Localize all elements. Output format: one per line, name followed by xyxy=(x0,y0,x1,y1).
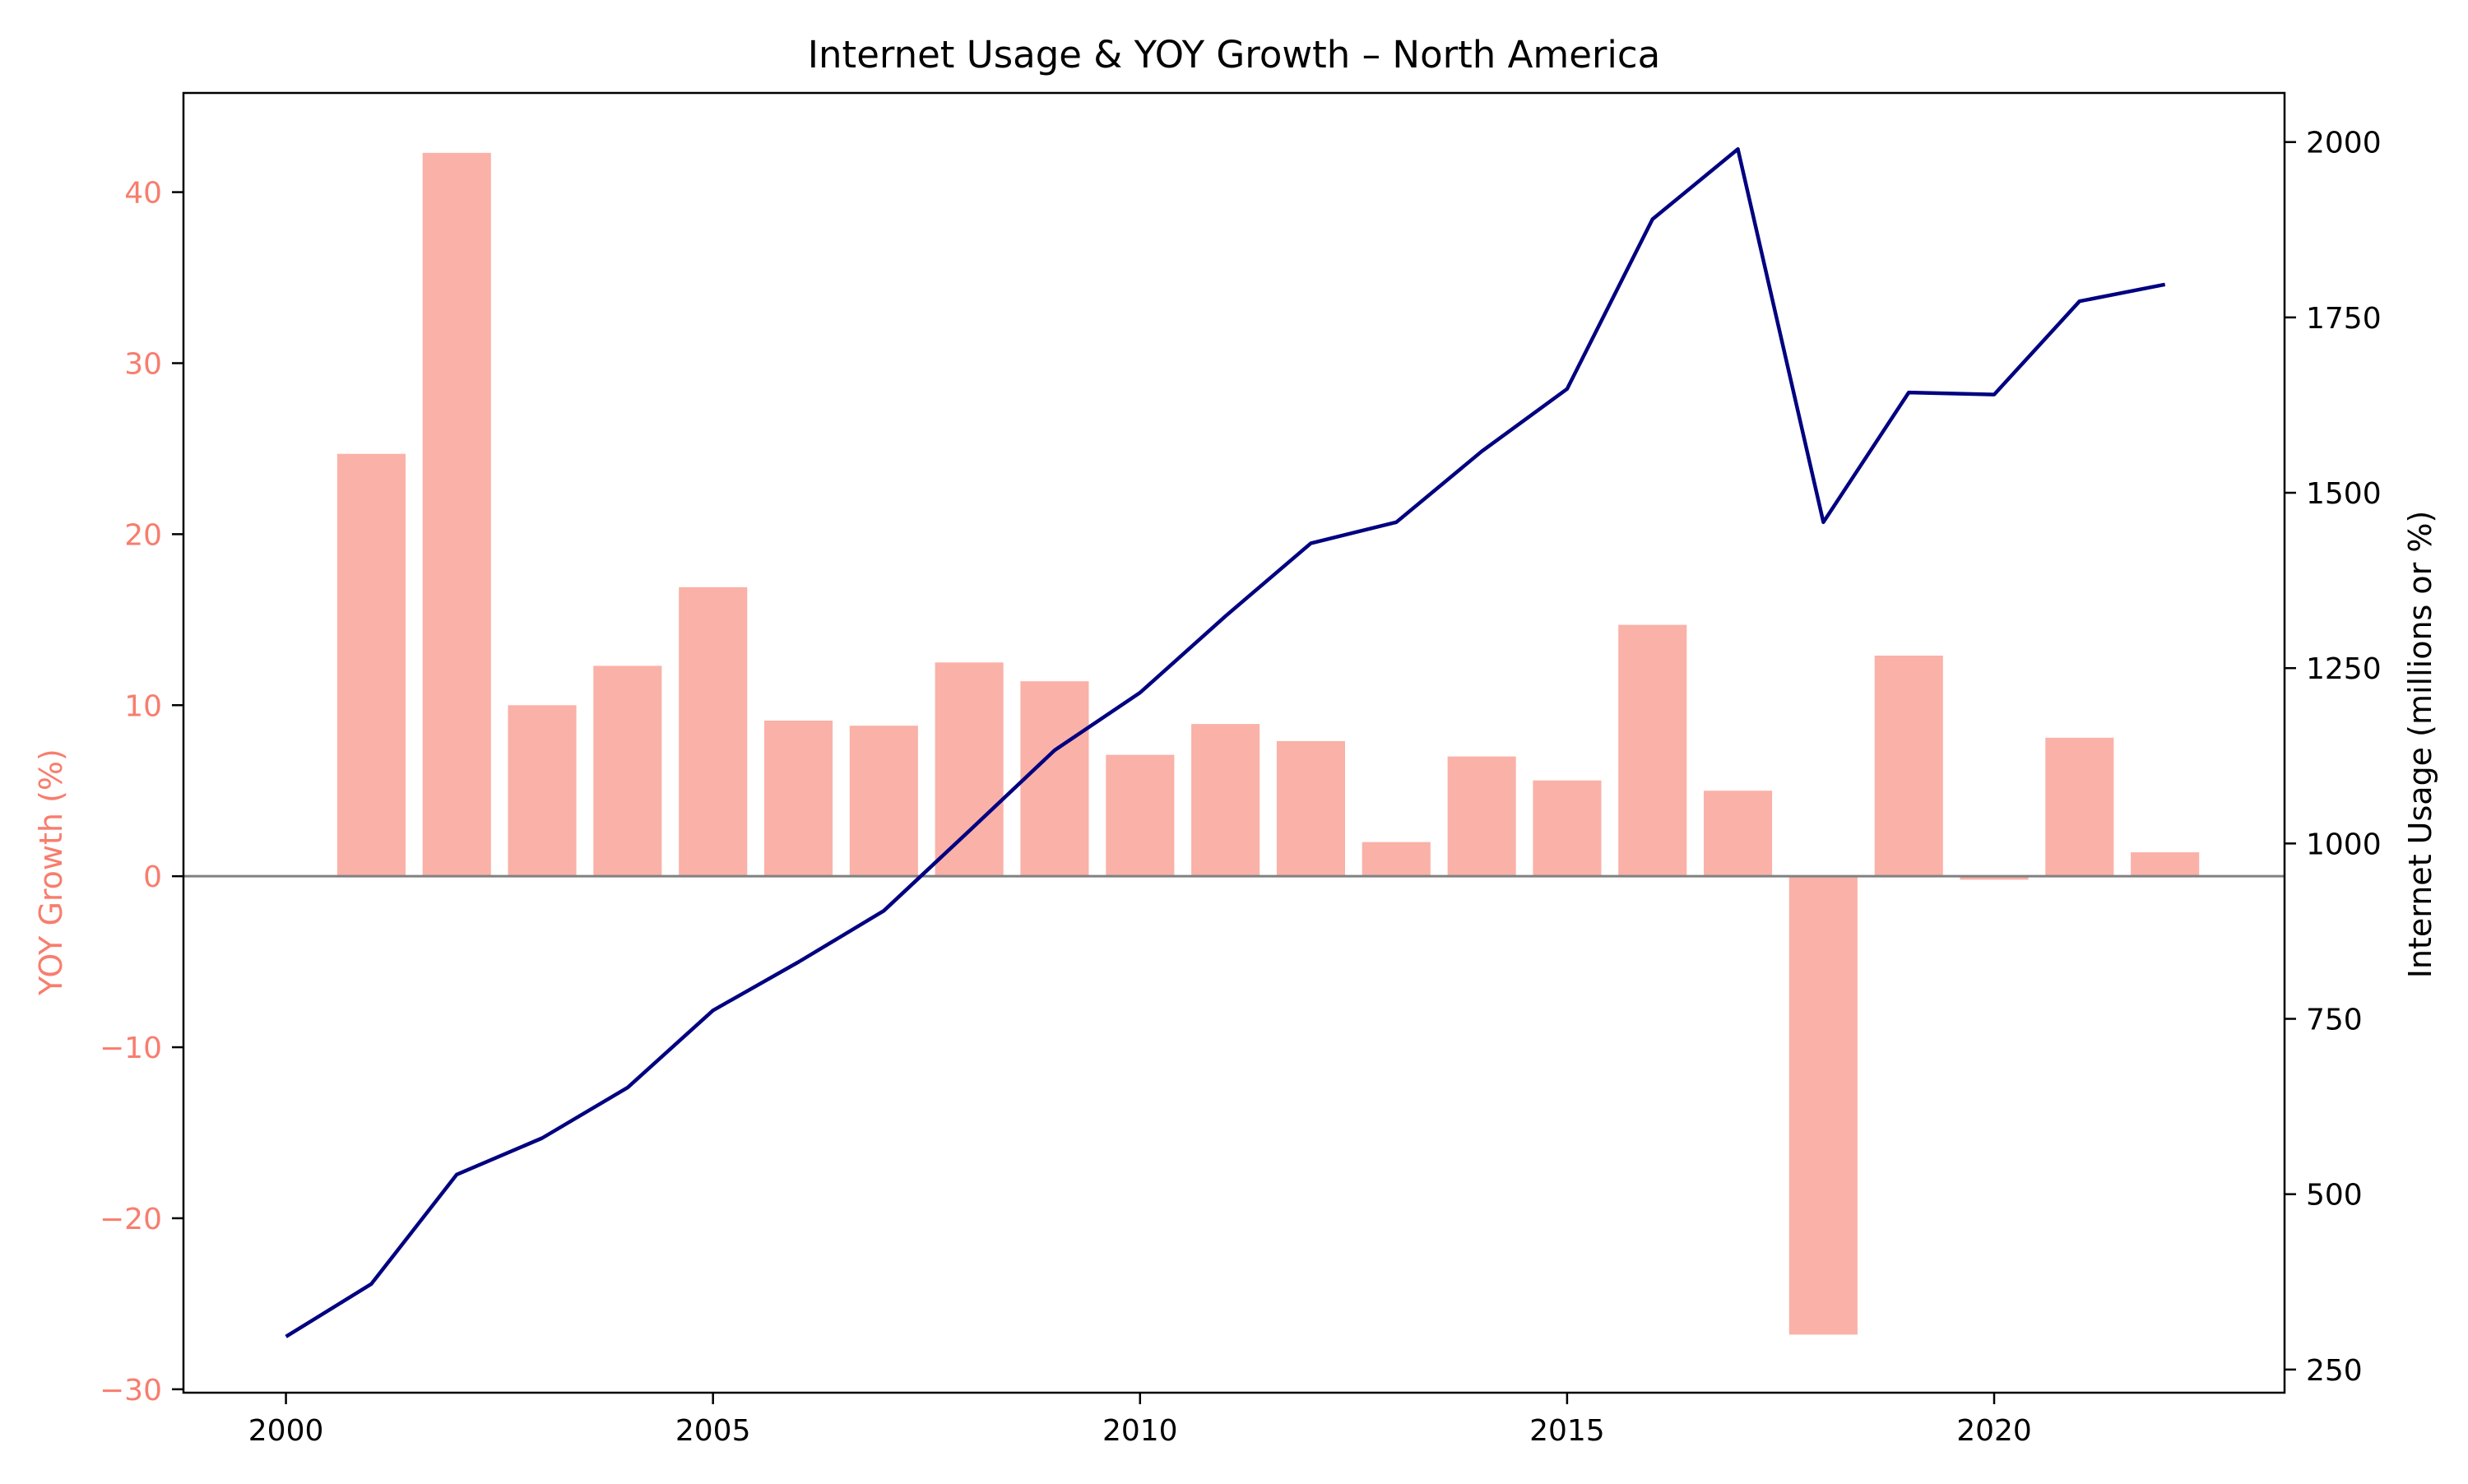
y-left-tick-label: −30 xyxy=(100,1374,162,1407)
growth-bar-2010 xyxy=(1106,754,1175,877)
x-axis: 2000 2005 2010 2015 2020 xyxy=(248,1393,2032,1448)
growth-bar-2004 xyxy=(593,665,662,877)
y-right-tick-label: 1500 xyxy=(2306,477,2382,511)
y-left-tick-label: 20 xyxy=(124,518,162,552)
chart-title: Internet Usage & YOY Growth – North Amer… xyxy=(808,33,1660,77)
y-right-tick-label: 2000 xyxy=(2306,127,2382,160)
bars-group xyxy=(336,152,2200,1335)
growth-bar-2014 xyxy=(1447,756,1516,877)
growth-bar-2019 xyxy=(1874,656,1943,877)
y-right-tick-label: 1750 xyxy=(2306,302,2382,336)
growth-bar-2017 xyxy=(1704,791,1773,877)
y-right-tick-label: 1250 xyxy=(2306,652,2382,686)
y-right-tick-label: 750 xyxy=(2306,1004,2363,1037)
y-right-tick-label: 1000 xyxy=(2306,828,2382,861)
growth-bar-2003 xyxy=(508,705,577,877)
y-left-tick-label: 40 xyxy=(124,177,162,211)
growth-bar-2007 xyxy=(849,726,918,877)
growth-bar-2001 xyxy=(336,453,406,877)
x-tick-label: 2020 xyxy=(1956,1414,2032,1448)
growth-bar-2009 xyxy=(1020,681,1089,877)
y-left-tick-label: −20 xyxy=(100,1203,162,1236)
y-left-tick-label: 0 xyxy=(143,860,162,894)
growth-bar-2011 xyxy=(1191,724,1260,877)
x-tick-label: 2005 xyxy=(675,1414,751,1448)
y-right-tick-label: 250 xyxy=(2306,1354,2363,1388)
growth-bar-2002 xyxy=(422,152,491,877)
growth-bar-2012 xyxy=(1276,740,1345,877)
y-left-tick-label: −10 xyxy=(100,1032,162,1065)
growth-bar-2016 xyxy=(1618,624,1687,877)
growth-bar-2013 xyxy=(1362,842,1431,877)
growth-bar-2022 xyxy=(2131,852,2200,877)
growth-bar-2015 xyxy=(1533,780,1602,877)
y-axis-right-label: Internet Usage (millions or %) xyxy=(2402,511,2438,979)
plot-frame xyxy=(182,91,2286,1394)
y-axis-left: 40 30 20 10 0 −10 −20 −30 xyxy=(100,177,183,1407)
growth-bar-2020 xyxy=(1960,876,2029,880)
y-left-tick-label: 10 xyxy=(124,689,162,723)
y-left-tick-label: 30 xyxy=(124,347,162,381)
growth-bar-2021 xyxy=(2045,737,2114,877)
y-right-tick-label: 500 xyxy=(2306,1179,2363,1213)
growth-bar-2018 xyxy=(1788,876,1858,1335)
y-axis-right: 2000 1750 1500 1250 1000 750 500 250 xyxy=(2285,127,2382,1388)
usage-line-series xyxy=(285,146,2166,1338)
y-axis-left-label: YOY Growth (%) xyxy=(33,749,69,996)
growth-bar-2006 xyxy=(764,721,833,877)
x-tick-label: 2000 xyxy=(248,1414,324,1448)
x-tick-label: 2015 xyxy=(1529,1414,1605,1448)
growth-bar-2008 xyxy=(935,662,1004,877)
x-tick-label: 2010 xyxy=(1102,1414,1178,1448)
growth-bar-2005 xyxy=(679,587,748,877)
